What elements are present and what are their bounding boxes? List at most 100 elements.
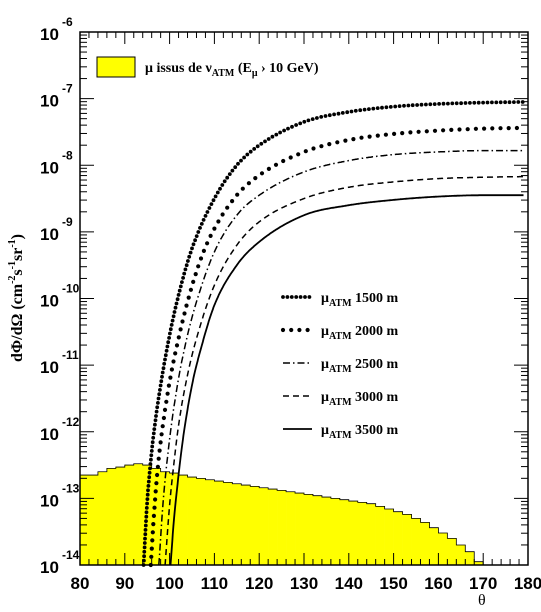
series-3-line — [158, 149, 524, 566]
y-axis-title-exp1: -2 — [7, 276, 18, 284]
x-tick-label: 110 — [201, 574, 228, 593]
y-axis-title-exp3: -1 — [7, 239, 18, 247]
legend-item-1-marker — [289, 295, 294, 299]
legend-depth: 2000 m — [352, 324, 399, 339]
y-axis-title-main: dΦ/dΩ (cm — [9, 283, 26, 362]
series-2-point — [160, 424, 165, 429]
series-1-point — [160, 374, 164, 379]
series-1-point — [432, 102, 437, 106]
series-1-point — [397, 104, 402, 108]
series-1-point — [170, 318, 175, 323]
series-1-point — [158, 383, 163, 388]
series-1-point — [302, 119, 307, 124]
series-2-point — [176, 335, 181, 340]
y-tick-label-base: 10 — [40, 25, 59, 44]
histogram-bar — [348, 501, 359, 565]
neutrino-histogram — [79, 463, 528, 566]
x-tick-label: 150 — [379, 574, 407, 593]
series-1-point — [168, 331, 172, 336]
series-1-point — [146, 484, 151, 488]
y-axis-title-exp2: -1 — [7, 261, 18, 269]
histogram-bar — [88, 475, 99, 565]
series-1-point — [193, 238, 198, 243]
histogram-bar — [357, 502, 368, 565]
legend-histogram-sub2: μ — [252, 68, 258, 79]
series-1-point — [169, 323, 174, 327]
histogram-bar — [330, 498, 341, 565]
histogram-bar — [250, 486, 260, 565]
series-1-point — [371, 106, 376, 111]
series-2-point — [266, 166, 271, 171]
legend-sub: ATM — [329, 298, 352, 309]
series-1-point — [472, 100, 477, 105]
series-1-point — [282, 128, 286, 133]
legend-sub: ATM — [329, 430, 352, 441]
series-2-point — [196, 264, 201, 269]
series-2-point — [169, 367, 174, 372]
legend-depth: 3000 m — [352, 390, 399, 405]
series-1-point — [142, 549, 147, 554]
series-1-point — [424, 102, 428, 107]
y-tick-label-base: 10 — [40, 358, 59, 377]
series-2-point — [416, 129, 421, 134]
series-2-point — [162, 407, 168, 412]
series-1-point — [415, 103, 419, 107]
legend-histogram-swatch — [96, 56, 136, 78]
series-1-point — [147, 475, 152, 480]
legend-item-1-marker — [298, 295, 303, 299]
histogram-bar — [474, 561, 484, 565]
series-2-point — [273, 162, 279, 167]
series-1-point — [156, 396, 161, 401]
series-2-point — [482, 126, 487, 131]
series-1-point — [146, 488, 150, 493]
series-2-point — [498, 126, 503, 131]
legend-item-2-label: μATM 2000 m — [321, 324, 399, 342]
histogram-bar — [178, 475, 188, 565]
histogram-bar — [295, 493, 305, 565]
series-1-point — [154, 414, 158, 418]
legend-mu: μ — [321, 291, 329, 306]
series-1-point — [345, 110, 350, 115]
series-1-point — [476, 100, 481, 105]
y-tick-label-base: 10 — [40, 225, 59, 244]
series-1-point — [161, 366, 166, 371]
series-2-point — [335, 140, 340, 145]
y-axis-title-mid2: sr — [9, 248, 26, 261]
legend-histogram-end: › 10 GeV) — [257, 61, 318, 76]
x-tick-label: 130 — [290, 574, 318, 593]
series-1-point — [144, 514, 149, 519]
series-1-point — [146, 479, 151, 484]
legend-mu: μ — [321, 324, 329, 339]
series-2-point — [191, 279, 196, 284]
legend-sub: ATM — [329, 364, 352, 375]
series-1-point — [143, 532, 148, 537]
series-1-point — [463, 101, 468, 105]
series-1-point — [428, 102, 433, 107]
x-tick-label: 160 — [424, 574, 452, 593]
series-2-point — [240, 186, 245, 191]
histogram-bar — [151, 468, 161, 565]
series-2-point — [303, 149, 308, 154]
histogram-bar — [232, 483, 242, 565]
series-1-point — [290, 124, 294, 129]
legend-item-1-label: μATM 1500 m — [321, 291, 399, 309]
series-1-point — [142, 554, 147, 559]
series-2-point — [383, 132, 388, 137]
series-1-point — [142, 545, 147, 550]
series-2-point — [149, 554, 154, 559]
series-1-point — [419, 102, 424, 107]
legend-item-5: μATM 3500 m — [283, 423, 399, 441]
y-tick-label-base: 10 — [40, 292, 59, 311]
series-layer — [141, 100, 525, 568]
histogram-bar — [339, 499, 350, 565]
series-1-point — [218, 186, 222, 191]
series-1-point — [153, 418, 158, 423]
y-tick-label-exponent: -10 — [62, 282, 80, 296]
series-1-point — [362, 107, 367, 112]
histogram-bar — [106, 468, 117, 565]
series-2-point — [166, 383, 171, 388]
series-1-point — [160, 370, 165, 375]
series-1-point — [230, 168, 235, 173]
series-1-point — [147, 470, 152, 475]
series-1-point — [340, 111, 345, 115]
